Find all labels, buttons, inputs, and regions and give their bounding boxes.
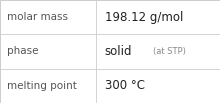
Text: solid: solid xyxy=(104,45,132,58)
Bar xyxy=(96,34,220,69)
Text: phase: phase xyxy=(7,46,38,57)
Bar xyxy=(96,69,220,103)
Text: molar mass: molar mass xyxy=(7,12,68,22)
Text: (at STP): (at STP) xyxy=(153,47,186,56)
Bar xyxy=(0,34,96,69)
Bar xyxy=(96,0,220,34)
Bar xyxy=(0,69,96,103)
Text: melting point: melting point xyxy=(7,81,77,91)
Bar xyxy=(0,0,96,34)
Text: 198.12 g/mol: 198.12 g/mol xyxy=(104,11,183,24)
Text: 300 °C: 300 °C xyxy=(104,79,145,92)
